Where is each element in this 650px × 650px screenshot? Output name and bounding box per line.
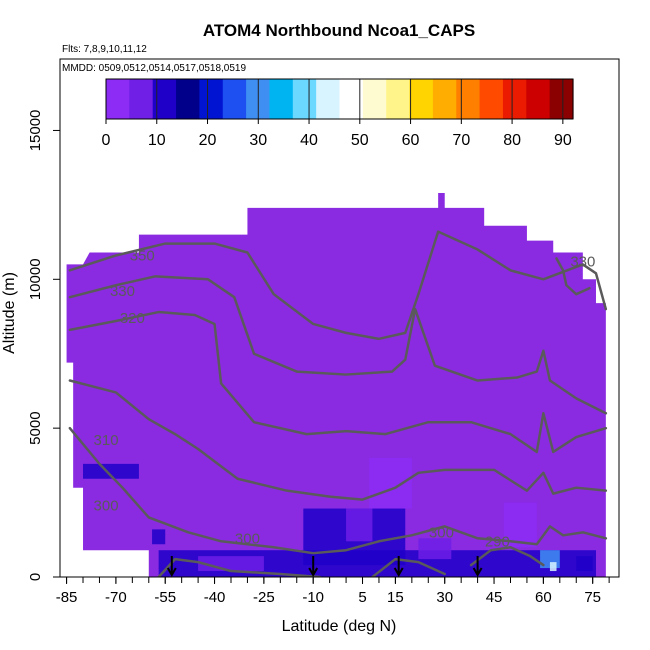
contour-label: 330	[570, 253, 595, 270]
x-tick-label: -40	[204, 589, 226, 606]
x-tick-label: 5	[358, 589, 366, 606]
theta-contour-line	[469, 545, 545, 567]
x-tick-label: -85	[56, 589, 78, 606]
flight-arrow-marker	[166, 556, 177, 578]
y-tick-label: 0	[27, 573, 44, 581]
colorbar-swatch	[199, 79, 224, 119]
x-tick-label: 45	[486, 589, 503, 606]
contour-label: 320	[120, 310, 145, 327]
flight-arrow-marker	[472, 556, 483, 578]
contour-label: 300	[429, 524, 454, 541]
theta-contour-line	[371, 557, 446, 577]
theta-contour-line	[68, 379, 608, 501]
x-tick-label: -70	[105, 589, 127, 606]
colorbar-swatch	[176, 79, 200, 119]
x-tick-label: -55	[154, 589, 176, 606]
concentration-cell	[503, 502, 537, 548]
colorbar-tick-label: 70	[452, 132, 470, 149]
colorbar-frame	[105, 78, 574, 120]
concentration-cell	[83, 463, 139, 479]
concentration-cell	[549, 562, 557, 572]
x-tick-label: 60	[535, 589, 552, 606]
dates-note: MMDD: 0509,0512,0514,0517,0518,0519	[62, 63, 246, 74]
colorbar-swatch	[502, 79, 527, 119]
theta-contour-line	[68, 230, 608, 341]
colorbar-tick-label: 50	[351, 132, 369, 149]
colorbar-swatch	[339, 79, 364, 119]
colorbar-swatch	[456, 79, 481, 119]
flight-arrow-marker	[393, 556, 404, 578]
colorbar-tick-label: 90	[554, 132, 572, 149]
colorbar: 0 10 20 30 40 50 60 70 80 90	[102, 78, 574, 149]
colorbar-tick-label: 60	[402, 132, 420, 149]
y-tick-label: 15000	[27, 110, 44, 152]
contour-label: 300	[94, 498, 119, 515]
colorbar-swatch	[152, 79, 177, 119]
colorbar-tick-label: 30	[249, 132, 267, 149]
flight-arrow-marker	[308, 556, 319, 578]
x-axis: -85 -70 -55 -40 -25 -10 5 15 30 45 60 75	[56, 577, 610, 606]
contour-label: 330	[110, 283, 135, 300]
heatmap-layer	[66, 192, 606, 577]
colorbar-swatch	[292, 79, 317, 119]
x-axis-label: Latitude (deg N)	[282, 618, 397, 635]
colorbar-swatch	[479, 79, 504, 119]
y-tick-label: 10000	[27, 258, 44, 300]
colorbar-swatch	[526, 79, 551, 119]
flight-marker-layer	[166, 556, 483, 578]
colorbar-swatch	[316, 79, 341, 119]
x-tick-label: -25	[253, 589, 275, 606]
concentration-cell	[152, 529, 166, 545]
colorbar-swatch	[129, 79, 154, 119]
concentration-cell	[346, 508, 373, 542]
colorbar-swatch	[362, 79, 387, 119]
x-tick-label: 75	[584, 589, 601, 606]
contour-label: 350	[130, 247, 155, 264]
contour-layer: 350 330 330 320 310 300 300 300 290	[68, 230, 608, 577]
colorbar-tick-label: 0	[102, 132, 111, 149]
chart-title: ATOM4 Northbound Ncoa1_CAPS	[203, 21, 475, 40]
x-tick-label: 30	[436, 589, 453, 606]
coverage-area	[66, 192, 606, 577]
theta-contour-line	[68, 310, 608, 454]
colorbar-tick-label: 20	[199, 132, 217, 149]
y-tick-label: 5000	[27, 411, 44, 444]
x-tick-label: -10	[302, 589, 324, 606]
concentration-cell	[418, 538, 452, 560]
contour-label: 300	[235, 530, 260, 547]
colorbar-tick-label: 80	[503, 132, 521, 149]
colorbar-swatch	[269, 79, 294, 119]
theta-contour-line	[68, 426, 608, 555]
flights-note: Flts: 7,8,9,10,11,12	[62, 44, 147, 55]
colorbar-swatch	[549, 79, 574, 119]
colorbar-swatch	[222, 79, 247, 119]
theta-contour-line	[555, 257, 591, 296]
colorbar-swatch	[432, 79, 457, 119]
colorbar-swatch	[106, 79, 130, 119]
plot-frame	[59, 58, 620, 578]
colorbar-swatch	[386, 79, 411, 119]
concentration-cell	[369, 457, 412, 509]
colorbar-tick-label: 10	[148, 132, 166, 149]
y-axis: 0 5000 10000 15000	[27, 110, 60, 581]
y-axis-label: Altitude (m)	[1, 272, 18, 354]
contour-label: 310	[94, 432, 119, 449]
concentration-cell	[576, 556, 593, 572]
theta-contour-line	[68, 275, 608, 415]
x-tick-label: 15	[387, 589, 404, 606]
colorbar-tick-label: 40	[300, 132, 318, 149]
contour-label: 290	[485, 533, 510, 550]
colorbar-swatch	[409, 79, 434, 119]
